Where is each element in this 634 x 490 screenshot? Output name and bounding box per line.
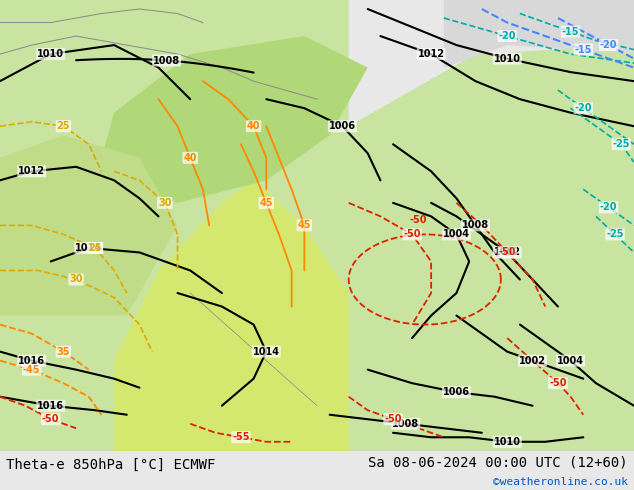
Text: -55: -55 [232, 432, 250, 442]
Text: -50: -50 [384, 414, 402, 424]
Polygon shape [95, 36, 368, 203]
Text: 1014: 1014 [253, 346, 280, 357]
Polygon shape [444, 0, 634, 68]
Text: 1016: 1016 [37, 401, 64, 411]
Text: 1008: 1008 [153, 55, 180, 66]
Text: 1010: 1010 [37, 49, 64, 59]
Text: 45: 45 [297, 220, 311, 230]
Text: 30: 30 [69, 274, 83, 285]
Text: 45: 45 [259, 198, 273, 208]
Text: 1002: 1002 [519, 356, 546, 366]
Text: 25: 25 [88, 243, 102, 253]
Text: 1004: 1004 [557, 356, 584, 366]
Text: -45: -45 [23, 365, 41, 375]
Text: -15: -15 [574, 45, 592, 54]
Text: 1006: 1006 [443, 387, 470, 397]
Text: 1014: 1014 [75, 243, 102, 253]
Text: -50: -50 [403, 229, 421, 240]
Text: 40: 40 [183, 153, 197, 163]
Text: -20: -20 [498, 31, 516, 41]
Text: 25: 25 [56, 121, 70, 131]
Polygon shape [114, 180, 349, 451]
Text: -20: -20 [574, 103, 592, 113]
Text: 1006: 1006 [329, 121, 356, 131]
Text: -50: -50 [498, 247, 516, 257]
Text: 1012: 1012 [418, 49, 444, 59]
Text: -20: -20 [600, 40, 618, 50]
Text: 1002: 1002 [494, 247, 521, 257]
Text: -25: -25 [606, 229, 624, 240]
Text: 1008: 1008 [392, 419, 419, 429]
Text: -15: -15 [562, 26, 579, 37]
Polygon shape [0, 0, 634, 451]
Text: 30: 30 [158, 198, 172, 208]
Text: -20: -20 [600, 202, 618, 212]
Text: 40: 40 [247, 121, 261, 131]
Text: ©weatheronline.co.uk: ©weatheronline.co.uk [493, 477, 628, 487]
Polygon shape [0, 135, 178, 316]
Text: -50: -50 [42, 414, 60, 424]
Text: 1010: 1010 [494, 53, 521, 64]
Text: Sa 08-06-2024 00:00 UTC (12+60): Sa 08-06-2024 00:00 UTC (12+60) [368, 456, 628, 469]
Text: -50: -50 [549, 378, 567, 388]
Text: -25: -25 [612, 139, 630, 149]
Text: 1016: 1016 [18, 356, 45, 366]
Text: 1008: 1008 [462, 220, 489, 230]
Text: 35: 35 [56, 346, 70, 357]
Text: -50: -50 [410, 216, 427, 225]
Text: 1004: 1004 [443, 229, 470, 240]
Text: 1010: 1010 [494, 437, 521, 447]
Text: 1012: 1012 [18, 166, 45, 176]
Text: Theta-e 850hPa [°C] ECMWF: Theta-e 850hPa [°C] ECMWF [6, 458, 216, 471]
Polygon shape [349, 0, 634, 126]
